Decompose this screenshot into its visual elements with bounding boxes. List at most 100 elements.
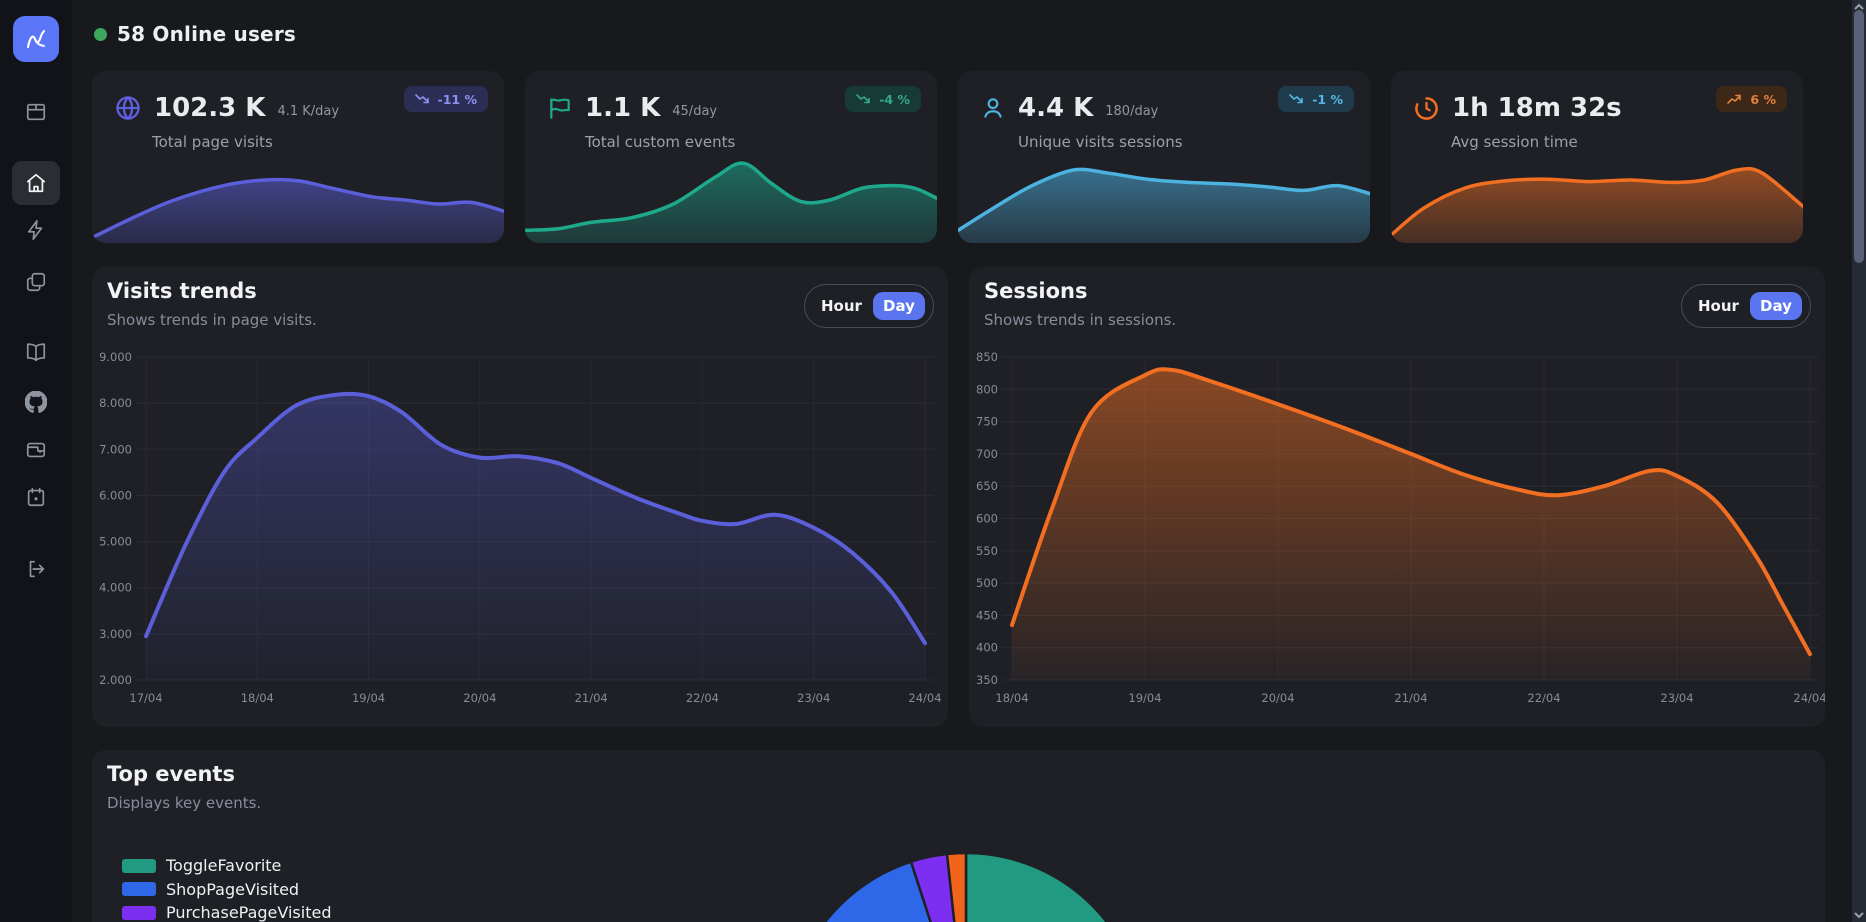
copy-pages-icon (26, 272, 46, 292)
svg-text:23/04: 23/04 (797, 691, 830, 705)
wallet-icon (26, 442, 46, 458)
card-value: 4.4 K (1018, 93, 1094, 123)
svg-text:2.000: 2.000 (99, 673, 132, 687)
sidebar-item-layout[interactable] (0, 92, 72, 132)
svg-text:400: 400 (976, 641, 998, 655)
card-header: 1.1 K 45/day (547, 93, 717, 123)
card-sparkline (1391, 166, 1803, 243)
svg-text:22/04: 22/04 (686, 691, 719, 705)
logo-wave-icon (26, 29, 46, 49)
svg-text:550: 550 (976, 544, 998, 558)
sidebar-item-calendar[interactable] (0, 477, 72, 517)
svg-text:24/04: 24/04 (1793, 691, 1825, 705)
online-status-dot (94, 27, 107, 41)
card-sparkline (525, 161, 937, 243)
svg-text:20/04: 20/04 (1261, 691, 1294, 705)
scroll-up-button[interactable] (1852, 1, 1866, 13)
scroll-down-button[interactable] (1852, 909, 1866, 921)
timer-icon (1415, 96, 1438, 120)
pie-slice[interactable] (945, 851, 968, 922)
trend-down-icon (414, 94, 429, 104)
panel-title: Top events (107, 762, 235, 786)
svg-text:23/04: 23/04 (1660, 691, 1693, 705)
top-events-panel: Top events Displays key events. ToggleFa… (92, 750, 1825, 922)
svg-text:800: 800 (976, 382, 998, 396)
card-sparkline (92, 177, 504, 243)
trend-down-icon (1289, 94, 1304, 104)
sidebar-item-wallet[interactable] (0, 430, 72, 470)
area-series (1010, 367, 1812, 680)
trend-down-icon (856, 94, 871, 104)
card-header: 4.4 K 180/day (980, 93, 1158, 123)
card-label: Avg session time (1451, 133, 1578, 151)
card-label: Total custom events (585, 133, 736, 151)
svg-text:6.000: 6.000 (99, 488, 132, 502)
sessions-panel: Sessions Shows trends in sessions. Hour … (969, 267, 1825, 727)
app-logo[interactable] (13, 16, 59, 62)
stat-card-3: 1h 18m 32s Avg session time 6 % (1391, 71, 1803, 243)
area-series (144, 391, 927, 680)
svg-text:18/04: 18/04 (241, 691, 274, 705)
card-value: 1.1 K (585, 93, 661, 123)
svg-text:17/04: 17/04 (129, 691, 162, 705)
sidebar-item-home[interactable] (12, 161, 60, 205)
card-rate: 45/day (672, 103, 718, 119)
day-toggle-button[interactable]: Day (873, 292, 925, 320)
svg-text:19/04: 19/04 (1128, 691, 1161, 705)
day-toggle-button[interactable]: Day (1750, 292, 1802, 320)
pie-slice[interactable] (788, 860, 1071, 922)
svg-text:5.000: 5.000 (99, 535, 132, 549)
sidebar-item-pages[interactable] (0, 262, 72, 302)
trend-badge: -4 % (845, 86, 921, 112)
legend-swatch (122, 905, 156, 920)
legend-item-2[interactable]: PurchasePageVisited (122, 901, 331, 922)
legend-label: ShopPageVisited (166, 879, 300, 899)
svg-text:700: 700 (976, 447, 998, 461)
card-label: Total page visits (152, 133, 273, 151)
trend-badge: 6 % (1716, 86, 1787, 112)
legend-swatch (122, 858, 156, 873)
hour-toggle-button[interactable]: Hour (1698, 297, 1739, 315)
sidebar (0, 0, 72, 922)
svg-text:22/04: 22/04 (1527, 691, 1560, 705)
grid: 9.000 8.000 7.000 6.000 5.000 4.000 3.000 2.000… (99, 350, 942, 705)
svg-text:18/04: 18/04 (995, 691, 1028, 705)
sidebar-item-zap[interactable] (0, 210, 72, 250)
top-events-pie-chart (788, 851, 1144, 922)
panel-subtitle: Shows trends in page visits. (107, 311, 317, 329)
sidebar-item-docs[interactable] (0, 332, 72, 372)
stat-card-1: 1.1 K 45/day Total custom events -4 % (525, 71, 937, 243)
card-rate: 180/day (1105, 103, 1159, 119)
github-icon (25, 391, 47, 413)
card-sparkline (958, 167, 1370, 243)
sidebar-item-github[interactable] (0, 382, 72, 422)
visits-trends-panel: Visits trends Shows trends in page visit… (92, 267, 948, 727)
badge-value: -11 % (437, 91, 477, 107)
card-rate: 4.1 K/day (277, 103, 340, 119)
zap-icon (27, 220, 43, 240)
hour-toggle-button[interactable]: Hour (821, 297, 862, 315)
book-icon (26, 343, 46, 362)
legend-item-1[interactable]: ShopPageVisited (122, 878, 331, 902)
calendar-icon (27, 487, 45, 507)
badge-value: -4 % (879, 91, 910, 107)
legend-item-0[interactable]: ToggleFavorite (122, 854, 331, 878)
home-icon (26, 173, 46, 193)
interval-toggle: Hour Day (804, 284, 934, 328)
top-events-legend: ToggleFavorite ShopPageVisited PurchasePag… (122, 854, 331, 922)
flag-icon (550, 98, 570, 119)
layout-icon (26, 103, 46, 121)
scrollbar-thumb[interactable] (1854, 10, 1864, 263)
chevron-up-icon (1854, 3, 1864, 10)
panel-subtitle: Shows trends in sessions. (984, 311, 1177, 329)
chevron-down-icon (1854, 912, 1864, 919)
interval-toggle: Hour Day (1681, 284, 1811, 328)
card-header: 102.3 K 4.1 K/day (114, 93, 339, 123)
badge-value: 6 % (1750, 91, 1776, 107)
pie-slice[interactable] (964, 851, 1144, 922)
sidebar-item-logout[interactable] (0, 549, 72, 589)
vertical-scrollbar (1852, 0, 1866, 922)
card-header: 1h 18m 32s (1413, 93, 1634, 123)
online-users-label: 58 Online users (117, 22, 296, 46)
svg-text:750: 750 (976, 415, 998, 429)
